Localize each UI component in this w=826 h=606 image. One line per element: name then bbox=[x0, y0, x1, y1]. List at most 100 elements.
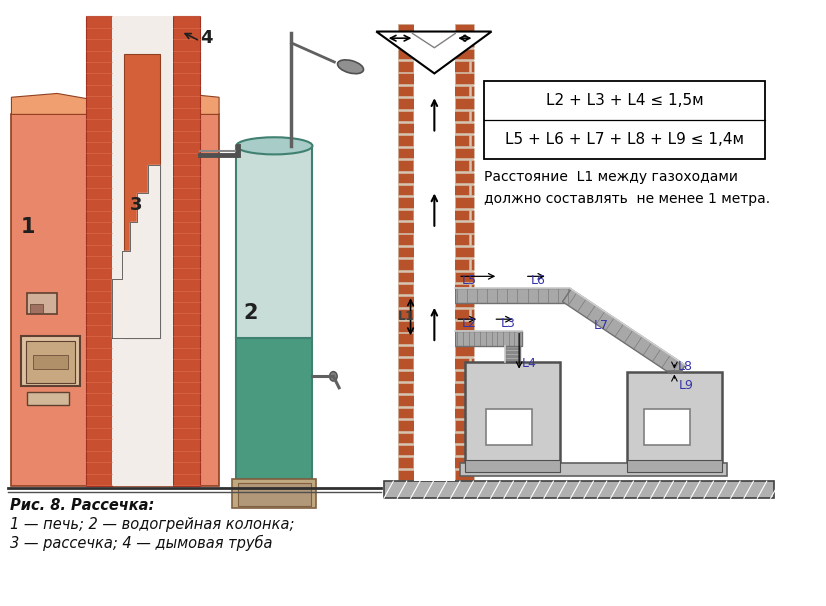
Bar bbox=[413, 61, 440, 72]
Bar bbox=[173, 16, 200, 486]
Bar bbox=[455, 247, 474, 258]
Bar bbox=[427, 247, 453, 258]
Bar bbox=[398, 123, 425, 133]
Bar bbox=[398, 308, 425, 319]
Text: L7: L7 bbox=[593, 319, 609, 331]
Bar bbox=[398, 296, 425, 307]
Bar bbox=[236, 338, 312, 479]
Bar bbox=[427, 222, 453, 233]
Bar bbox=[455, 296, 474, 307]
Bar bbox=[398, 235, 425, 245]
Bar bbox=[455, 222, 474, 233]
Bar bbox=[427, 371, 453, 381]
Bar bbox=[413, 333, 440, 344]
Text: Рис. 8. Рассечка:: Рис. 8. Рассечка: bbox=[10, 498, 154, 513]
Bar bbox=[471, 408, 474, 418]
Text: L8: L8 bbox=[677, 360, 692, 373]
Text: L2 + L3 + L4 ≤ 1,5м: L2 + L3 + L4 ≤ 1,5м bbox=[546, 93, 703, 108]
Bar bbox=[398, 173, 425, 183]
Bar bbox=[455, 420, 474, 431]
Bar bbox=[398, 420, 425, 431]
Bar bbox=[398, 24, 425, 35]
Bar bbox=[471, 36, 474, 47]
Bar bbox=[465, 460, 560, 471]
Bar bbox=[455, 148, 474, 158]
Bar bbox=[455, 123, 474, 133]
Bar bbox=[505, 346, 520, 362]
Bar bbox=[460, 463, 727, 476]
Bar bbox=[398, 48, 425, 59]
Bar bbox=[427, 346, 453, 356]
Bar bbox=[471, 210, 474, 220]
Bar bbox=[427, 148, 453, 158]
Bar bbox=[427, 296, 453, 307]
Bar bbox=[33, 355, 68, 368]
Bar bbox=[442, 358, 468, 368]
Text: 3 — рассечка; 4 — дымовая труба: 3 — рассечка; 4 — дымовая труба bbox=[10, 534, 272, 551]
Bar bbox=[471, 135, 474, 146]
Bar bbox=[413, 185, 440, 195]
Bar bbox=[232, 479, 316, 508]
Text: Расстояние  L1 между газоходами: Расстояние L1 между газоходами bbox=[484, 170, 738, 184]
Bar bbox=[413, 210, 440, 220]
Bar bbox=[30, 304, 43, 313]
Text: L2: L2 bbox=[463, 318, 477, 330]
Bar bbox=[427, 395, 453, 406]
Polygon shape bbox=[563, 289, 686, 378]
Bar bbox=[442, 110, 468, 121]
Bar bbox=[398, 408, 425, 418]
Bar bbox=[398, 185, 425, 195]
Text: 3: 3 bbox=[130, 196, 142, 214]
Bar bbox=[484, 81, 765, 159]
Bar bbox=[471, 284, 474, 295]
Bar bbox=[124, 55, 160, 338]
Bar bbox=[471, 259, 474, 270]
Bar bbox=[644, 408, 690, 445]
Bar bbox=[627, 460, 722, 471]
Bar bbox=[427, 271, 453, 282]
Bar bbox=[455, 470, 474, 480]
Ellipse shape bbox=[338, 60, 363, 74]
Bar bbox=[398, 36, 425, 47]
Bar bbox=[471, 61, 474, 72]
Bar bbox=[455, 173, 474, 183]
Bar bbox=[455, 321, 474, 331]
Bar bbox=[398, 371, 425, 381]
Text: L4: L4 bbox=[522, 358, 537, 370]
Text: должно составлять  не менее 1 метра.: должно составлять не менее 1 метра. bbox=[484, 192, 770, 206]
Bar bbox=[465, 362, 560, 464]
Bar bbox=[238, 483, 311, 506]
Bar bbox=[455, 271, 474, 282]
Bar bbox=[86, 16, 112, 486]
Bar bbox=[398, 222, 425, 233]
Bar bbox=[442, 160, 468, 171]
Text: 1 — печь; 2 — водогрейная колонка;: 1 — печь; 2 — водогрейная колонка; bbox=[10, 517, 294, 531]
Bar bbox=[398, 458, 425, 468]
Bar bbox=[398, 395, 425, 406]
Bar bbox=[442, 383, 468, 393]
Bar bbox=[455, 198, 474, 208]
Bar bbox=[427, 73, 453, 84]
Bar bbox=[442, 61, 468, 72]
Bar bbox=[455, 98, 474, 108]
Bar bbox=[442, 433, 468, 443]
Polygon shape bbox=[112, 165, 160, 338]
Bar bbox=[442, 235, 468, 245]
Bar bbox=[26, 293, 57, 315]
Bar bbox=[455, 331, 522, 346]
Bar bbox=[427, 445, 453, 455]
Bar bbox=[455, 395, 474, 406]
Bar bbox=[442, 259, 468, 270]
Bar bbox=[471, 433, 474, 443]
Bar bbox=[627, 371, 722, 464]
Bar bbox=[26, 391, 69, 405]
Bar bbox=[471, 333, 474, 344]
Bar bbox=[398, 61, 425, 72]
Bar bbox=[398, 24, 474, 481]
Bar bbox=[471, 308, 474, 319]
Bar bbox=[455, 73, 474, 84]
Ellipse shape bbox=[330, 371, 337, 381]
Bar bbox=[398, 110, 425, 121]
Bar bbox=[442, 308, 468, 319]
Bar bbox=[427, 123, 453, 133]
